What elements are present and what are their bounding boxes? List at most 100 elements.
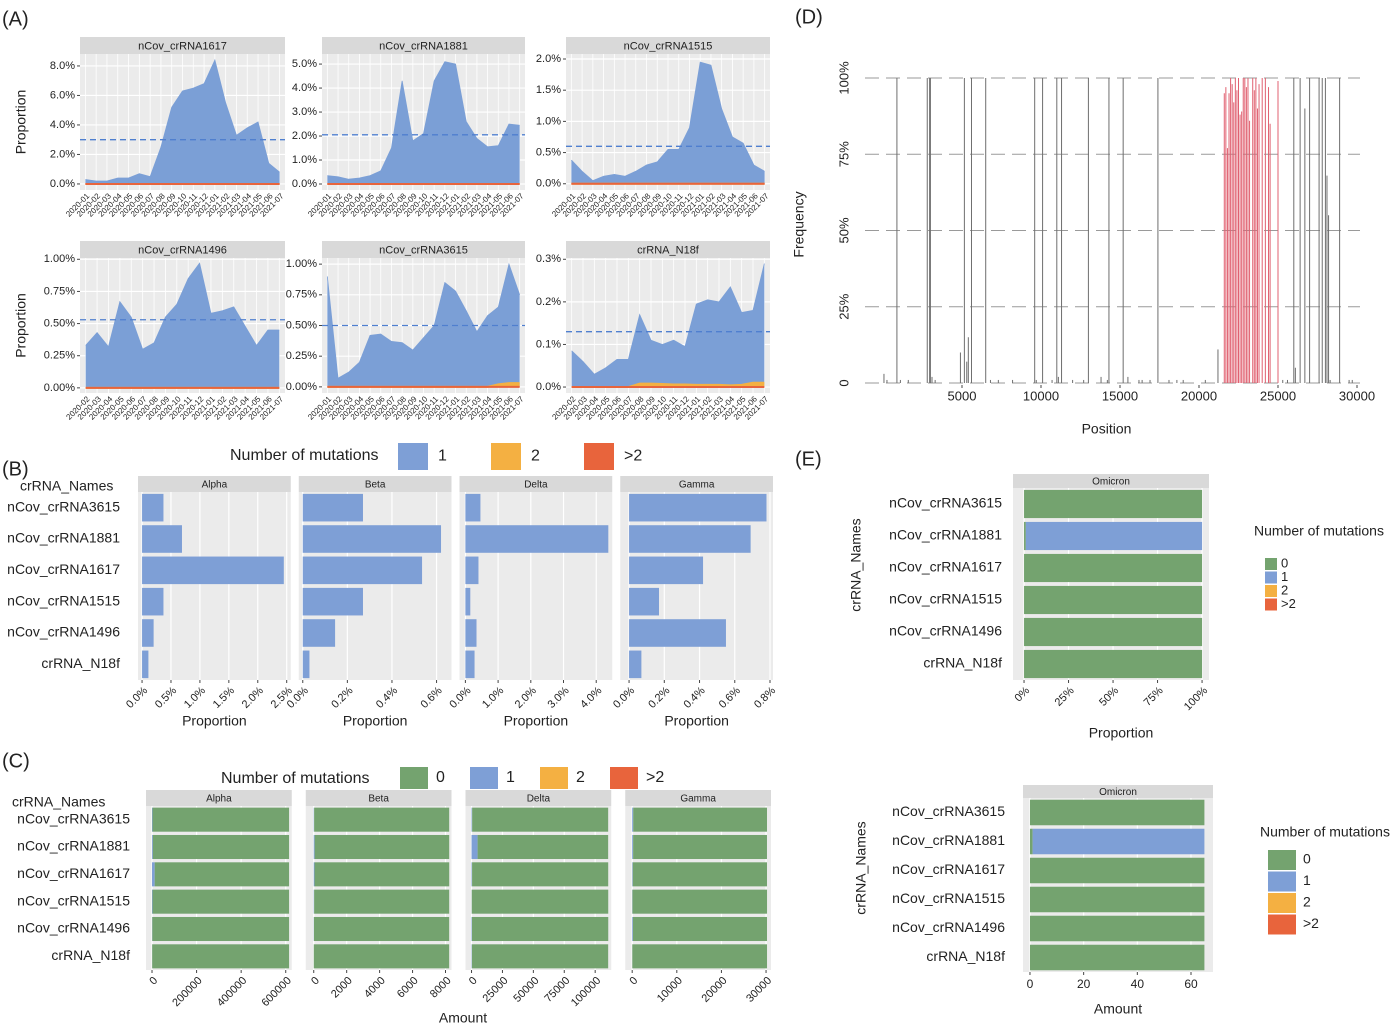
bar <box>142 556 284 585</box>
x-tick-label: 30000 <box>1339 388 1375 403</box>
bar <box>302 525 442 553</box>
strip-title: Omicron <box>1099 787 1137 798</box>
bar <box>142 525 182 553</box>
legend-title: Number of mutations <box>221 770 370 787</box>
bar <box>629 556 704 585</box>
bar <box>154 862 290 887</box>
bar <box>471 944 609 969</box>
bar <box>632 862 768 887</box>
y-axis-title: Proportion <box>13 90 29 155</box>
y-tick-label: 0.00% <box>44 382 75 394</box>
strip <box>146 790 292 806</box>
x-tick-label: 10000 <box>1023 388 1059 403</box>
strip-title: nCov_crRNA1496 <box>138 244 227 256</box>
strip <box>298 476 452 492</box>
y-tick-label: 5.0% <box>292 58 317 70</box>
bar <box>142 650 149 679</box>
bar <box>1025 521 1203 551</box>
strip-title: nCov_crRNA1881 <box>379 40 468 52</box>
category-label: nCov_crRNA1617 <box>7 561 120 577</box>
bar <box>152 916 290 942</box>
x-tick-label: 0 <box>1027 977 1034 991</box>
legend-label: 0 <box>1303 851 1311 867</box>
plot-background <box>1013 488 1209 680</box>
category-label: nCov_crRNA1881 <box>17 838 130 854</box>
y-tick-label: 0.3% <box>536 253 561 265</box>
y-tick-label: 4.0% <box>50 119 75 131</box>
bar <box>302 650 310 679</box>
category-label: nCov_crRNA1617 <box>892 861 1005 877</box>
category-label: crRNA_N18f <box>51 947 130 963</box>
legend-label: 1 <box>1303 872 1311 888</box>
strip-title: Gamma <box>679 480 715 491</box>
bar <box>632 834 634 860</box>
bar <box>629 587 660 616</box>
y-tick-label: 25% <box>836 293 851 319</box>
y-tick-label: 0.2% <box>536 296 561 308</box>
plot-background <box>625 806 771 970</box>
y-tick-label: 8.0% <box>50 60 75 72</box>
bar <box>465 525 609 553</box>
strip-title: nCov_crRNA3615 <box>379 244 468 256</box>
strip <box>322 37 525 54</box>
bar <box>152 944 290 969</box>
bar <box>472 862 609 887</box>
y-tick-label: 0.00% <box>286 381 317 393</box>
x-axis-title: Amount <box>439 1010 487 1026</box>
category-label: nCov_crRNA1515 <box>889 591 1002 607</box>
category-label: nCov_crRNA1496 <box>892 919 1005 935</box>
strip-title: Omicron <box>1092 477 1130 488</box>
bar <box>1029 886 1205 913</box>
y-axis-title: Proportion <box>13 293 29 358</box>
legend-label: >2 <box>624 448 642 465</box>
category-label: nCov_crRNA3615 <box>7 498 120 514</box>
bar <box>633 834 767 860</box>
legend-key <box>610 767 638 789</box>
legend-key <box>1265 558 1277 570</box>
y-tick-label: 0.0% <box>50 178 75 190</box>
category-label: nCov_crRNA1881 <box>7 530 120 546</box>
legend-title: Number of mutations <box>1260 824 1390 840</box>
y-tick-label: 0.5% <box>536 146 561 158</box>
bar <box>1024 521 1026 551</box>
legend-label: 2 <box>576 769 585 786</box>
bar <box>465 587 471 616</box>
bar <box>471 889 609 914</box>
legend-label: 1 <box>506 769 515 786</box>
legend-label: >2 <box>1303 915 1319 931</box>
y-axis-title: Frequency <box>791 191 807 257</box>
strip-title: Gamma <box>680 794 716 805</box>
category-label: nCov_crRNA3615 <box>17 810 130 826</box>
bar <box>314 807 450 832</box>
legend-key <box>1268 850 1296 870</box>
bar <box>629 525 751 553</box>
bar <box>465 650 475 679</box>
bar <box>465 619 477 647</box>
bar <box>152 834 153 860</box>
y-tick-label: 1.0% <box>292 154 317 166</box>
strip <box>465 790 612 806</box>
bar <box>632 916 768 942</box>
bar <box>465 556 479 585</box>
legend-key <box>1268 871 1296 892</box>
strip-title: Delta <box>524 480 548 491</box>
area-fill <box>327 61 520 185</box>
y-axis-title: crRNA_Names <box>853 821 869 914</box>
area-line <box>327 61 520 180</box>
bar <box>302 619 336 647</box>
strip-title: Alpha <box>202 480 228 491</box>
y-tick-label: 1.00% <box>286 258 317 270</box>
legend-title: Number of mutations <box>1254 523 1384 539</box>
x-tick-label: 5000 <box>948 388 977 403</box>
legend-key <box>584 443 614 470</box>
y-tick-label: 0.0% <box>536 381 561 393</box>
y-tick-label: 0.75% <box>286 289 317 301</box>
strip <box>1023 785 1213 798</box>
bar <box>632 889 768 914</box>
x-axis-title: Proportion <box>182 713 247 729</box>
bar <box>632 862 633 887</box>
legend-key <box>1268 893 1296 913</box>
bar <box>1024 489 1203 519</box>
legend-label: 1 <box>1281 569 1288 584</box>
